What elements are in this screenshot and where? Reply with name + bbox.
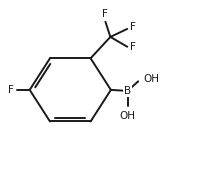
Text: F: F: [8, 85, 14, 95]
Text: F: F: [129, 42, 135, 52]
Text: B: B: [124, 86, 131, 96]
Text: F: F: [129, 22, 135, 33]
Text: OH: OH: [143, 74, 159, 84]
Text: F: F: [103, 9, 108, 19]
Text: OH: OH: [120, 111, 136, 121]
